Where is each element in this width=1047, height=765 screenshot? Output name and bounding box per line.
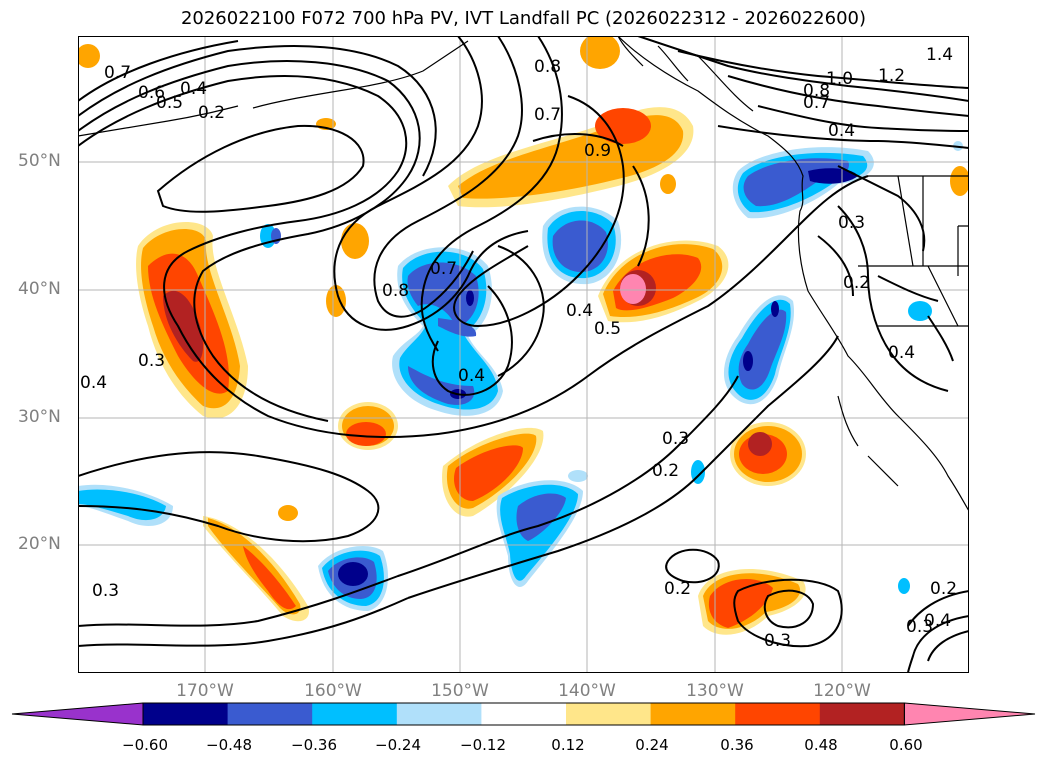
colorbar-tick-label: −0.24 <box>375 736 421 754</box>
lat-label-30n: 30°N <box>18 407 61 427</box>
contour-label: 0.4 <box>80 373 107 393</box>
contour-label: 0.8 <box>534 57 561 77</box>
map-title: 2026022100 F072 700 hPa PV, IVT Landfall… <box>180 8 867 29</box>
contour-label: 0.4 <box>924 611 951 631</box>
contour-label: 0.9 <box>584 141 611 161</box>
contour-label: 0.7 <box>534 105 561 125</box>
colorbar-cell <box>396 703 482 725</box>
lon-label-120w: 120°W <box>813 681 871 701</box>
pv-shading <box>78 36 969 635</box>
lat-label-40n: 40°N <box>18 279 61 299</box>
coastlines <box>78 36 969 512</box>
map-frame <box>78 36 969 673</box>
contour-label: 0.2 <box>930 579 957 599</box>
contour-label: 0.3 <box>838 213 865 233</box>
pv-contours <box>78 36 969 673</box>
lon-label-170w: 170°W <box>176 681 234 701</box>
colorbar-cell <box>143 703 229 725</box>
colorbar-tick-label: 0.24 <box>635 736 669 754</box>
contour-label: 0.4 <box>566 301 593 321</box>
contour-label: 0.5 <box>594 319 621 339</box>
colorbar-cell <box>481 703 567 725</box>
colorbar-tick-label: −0.36 <box>291 736 337 754</box>
colorbar <box>11 702 1036 726</box>
contour-label: 0.4 <box>180 79 207 99</box>
colorbar-tick-label: 0.12 <box>551 736 585 754</box>
lat-label-20n: 20°N <box>18 534 61 554</box>
colorbar-tick-label: 0.36 <box>720 736 754 754</box>
contour-label: 0.2 <box>198 103 225 123</box>
colorbar-cell <box>566 703 652 725</box>
contour-label: 0.2 <box>843 273 870 293</box>
contour-label: 0.7 <box>430 259 457 279</box>
contour-label: 0.3 <box>92 581 119 601</box>
contour-label: 0.3 <box>764 631 791 651</box>
colorbar-extend-high <box>903 702 1036 726</box>
map-plot: 0.7 0.6 0.5 0.4 0.2 0.8 0.7 0.9 1.0 1.2 … <box>78 36 969 673</box>
lon-label-160w: 160°W <box>304 681 362 701</box>
colorbar-cell <box>735 703 821 725</box>
colorbar-tick-label: −0.48 <box>206 736 252 754</box>
lat-label-50n: 50°N <box>18 151 61 171</box>
contour-label: 0.8 <box>382 281 409 301</box>
colorbar-tick-label: 0.60 <box>889 736 923 754</box>
contour-label: 0.2 <box>664 579 691 599</box>
colorbar-cells <box>11 702 1036 726</box>
contour-label: 0.3 <box>906 617 933 637</box>
contour-label: 0.4 <box>458 366 485 386</box>
colorbar-tick-label: 0.48 <box>804 736 838 754</box>
contour-label: 0.2 <box>652 461 679 481</box>
colorbar-frame <box>142 702 905 726</box>
colorbar-cell <box>227 703 313 725</box>
contour-label: 1.4 <box>926 45 953 65</box>
gridlines <box>78 36 969 673</box>
contour-label: 0.3 <box>662 429 689 449</box>
colorbar-tick-label: −0.12 <box>460 736 506 754</box>
colorbar-tick-label: −0.60 <box>122 736 168 754</box>
colorbar-cell <box>312 703 398 725</box>
colorbar-extend-low <box>11 702 144 726</box>
lon-label-140w: 140°W <box>558 681 616 701</box>
contour-labels: 0.7 0.6 0.5 0.4 0.2 0.8 0.7 0.9 1.0 1.2 … <box>80 45 957 651</box>
lon-label-150w: 150°W <box>431 681 489 701</box>
contour-label: 0.3 <box>138 351 165 371</box>
contour-label: 0.7 <box>104 63 131 83</box>
colorbar-cell <box>650 703 736 725</box>
contour-label: 0.5 <box>156 93 183 113</box>
contour-label: 1.2 <box>878 66 905 86</box>
contour-label: 0.4 <box>888 343 915 363</box>
contour-label: 0.7 <box>803 93 830 113</box>
contour-label: 1.0 <box>826 69 853 89</box>
lon-label-130w: 130°W <box>686 681 744 701</box>
colorbar-cell <box>819 703 905 725</box>
contour-label: 0.8 <box>803 81 830 101</box>
contour-label: 0.6 <box>138 83 165 103</box>
contour-label: 0.4 <box>828 121 855 141</box>
